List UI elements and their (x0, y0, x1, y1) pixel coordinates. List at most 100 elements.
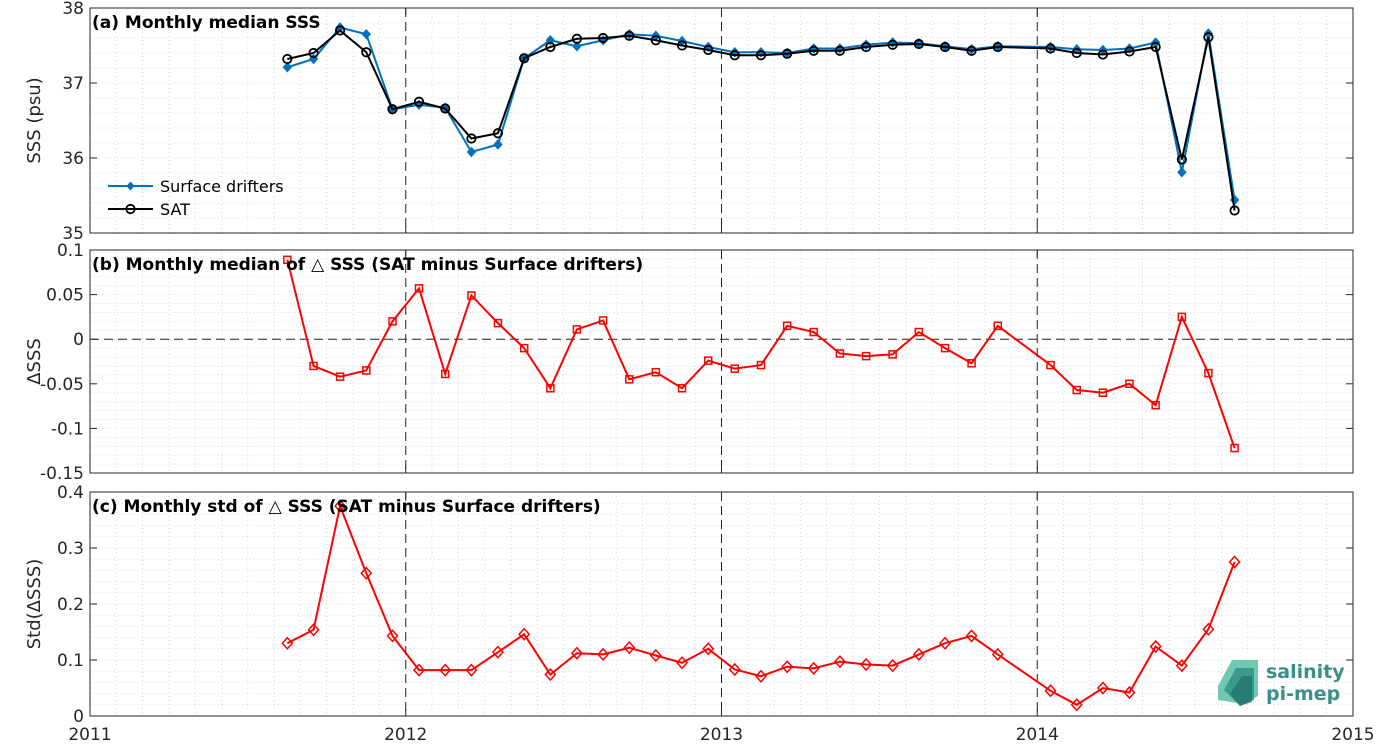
data-point (597, 647, 610, 662)
data-point (703, 44, 714, 56)
data-point (1177, 312, 1187, 322)
salinity-pi-mep-logo: salinity pi-mep (1218, 660, 1345, 706)
y-tick-label: 38 (62, 0, 84, 19)
data-point (887, 39, 898, 50)
y-tick-label: -0.15 (40, 464, 84, 484)
data-point (361, 28, 371, 40)
data-point (362, 366, 371, 375)
y-axis-label: ΔSSS (24, 338, 45, 385)
y-tick-label: 36 (62, 149, 84, 169)
data-point (914, 327, 924, 337)
grid (90, 8, 1353, 233)
series-line (286, 259, 1236, 449)
data-point (492, 128, 504, 139)
x-tick-label: 2014 (1016, 725, 1059, 745)
logo-text-line1: salinity (1266, 661, 1345, 683)
x-tick-label: 2011 (68, 725, 111, 745)
data-point (729, 50, 740, 61)
data-point (939, 636, 952, 650)
data-point (756, 360, 766, 370)
y-tick-label: 0.4 (57, 483, 84, 503)
data-point (1150, 41, 1161, 53)
x-tick-label: 2013 (700, 725, 743, 745)
data-point (388, 317, 397, 326)
data-point (544, 667, 557, 682)
y-tick-label: 0.05 (46, 286, 84, 306)
data-point (1098, 388, 1108, 397)
data-point (440, 369, 450, 379)
data-point (335, 22, 345, 33)
y-axis-label: Std(ΔSSS) (24, 559, 45, 650)
data-point (782, 321, 792, 331)
data-point (1096, 681, 1109, 695)
data-point (282, 53, 293, 65)
panel-3: 0 0.1 0.2 0.3 0.4 2011 2012 2013 2014 2015 Std(ΔSS… (24, 483, 1375, 745)
data-point (939, 41, 951, 53)
data-point (1203, 32, 1214, 43)
data-point (1229, 205, 1240, 216)
data-point (386, 629, 399, 643)
logo-mark-icon (1218, 660, 1258, 706)
data-point (307, 623, 320, 637)
data-point (1175, 658, 1188, 673)
data-point (860, 657, 873, 672)
data-point (412, 663, 426, 677)
data-point (912, 647, 925, 662)
data-point (518, 627, 531, 641)
y-tick-label: 0 (73, 707, 84, 727)
data-point (465, 663, 478, 677)
data-point (651, 367, 661, 377)
data-point (1045, 43, 1056, 54)
data-point (623, 641, 636, 655)
data-point (625, 375, 634, 384)
data-point (809, 327, 818, 337)
data-point (834, 45, 846, 56)
data-point (940, 343, 950, 353)
data-point (1149, 639, 1162, 654)
data-point (491, 645, 504, 659)
panel-title: (a) Monthly median SSS (92, 13, 321, 33)
data-point (677, 384, 687, 393)
data-point (886, 658, 899, 673)
data-point (571, 33, 582, 44)
data-point (309, 361, 318, 371)
panel-title: (c) Monthly std of △ SSS (SAT minus Surf… (92, 497, 601, 517)
data-point (414, 284, 424, 293)
logo-text-line2: pi-mep (1266, 683, 1340, 705)
data-point (1151, 400, 1160, 410)
data-point (833, 655, 846, 669)
data-point (992, 41, 1003, 53)
data-point (335, 372, 345, 381)
data-point (1123, 685, 1136, 700)
data-point (467, 291, 476, 300)
data-point (676, 40, 688, 51)
data-point (597, 32, 609, 44)
data-point (755, 50, 767, 61)
data-point (1046, 360, 1055, 370)
data-point (728, 662, 741, 677)
grid (90, 250, 1353, 473)
data-point (781, 660, 794, 674)
data-point (360, 566, 373, 580)
data-point (572, 325, 582, 334)
data-point (1202, 622, 1215, 636)
data-point (361, 47, 372, 58)
y-tick-label: 0.1 (57, 651, 84, 671)
data-point (888, 350, 897, 359)
grid (90, 492, 1353, 716)
data-point (835, 349, 845, 358)
series-1 (281, 499, 1241, 712)
data-point (1072, 385, 1081, 395)
panel-2: -0.15 -0.1 -0.05 0 0.05 0.1 ΔSSS (b) Monthly me… (24, 241, 1354, 484)
data-point (1044, 684, 1057, 698)
data-point (466, 133, 477, 144)
data-point (283, 255, 292, 265)
y-tick-label: 0.2 (57, 595, 84, 615)
data-point (545, 41, 556, 53)
panel-title: (b) Monthly median of △ SSS (SAT minus S… (92, 255, 643, 275)
y-tick-label: 0.1 (57, 241, 84, 261)
series-2 (282, 25, 1240, 216)
legend-marker (125, 203, 136, 215)
data-point (913, 38, 924, 50)
